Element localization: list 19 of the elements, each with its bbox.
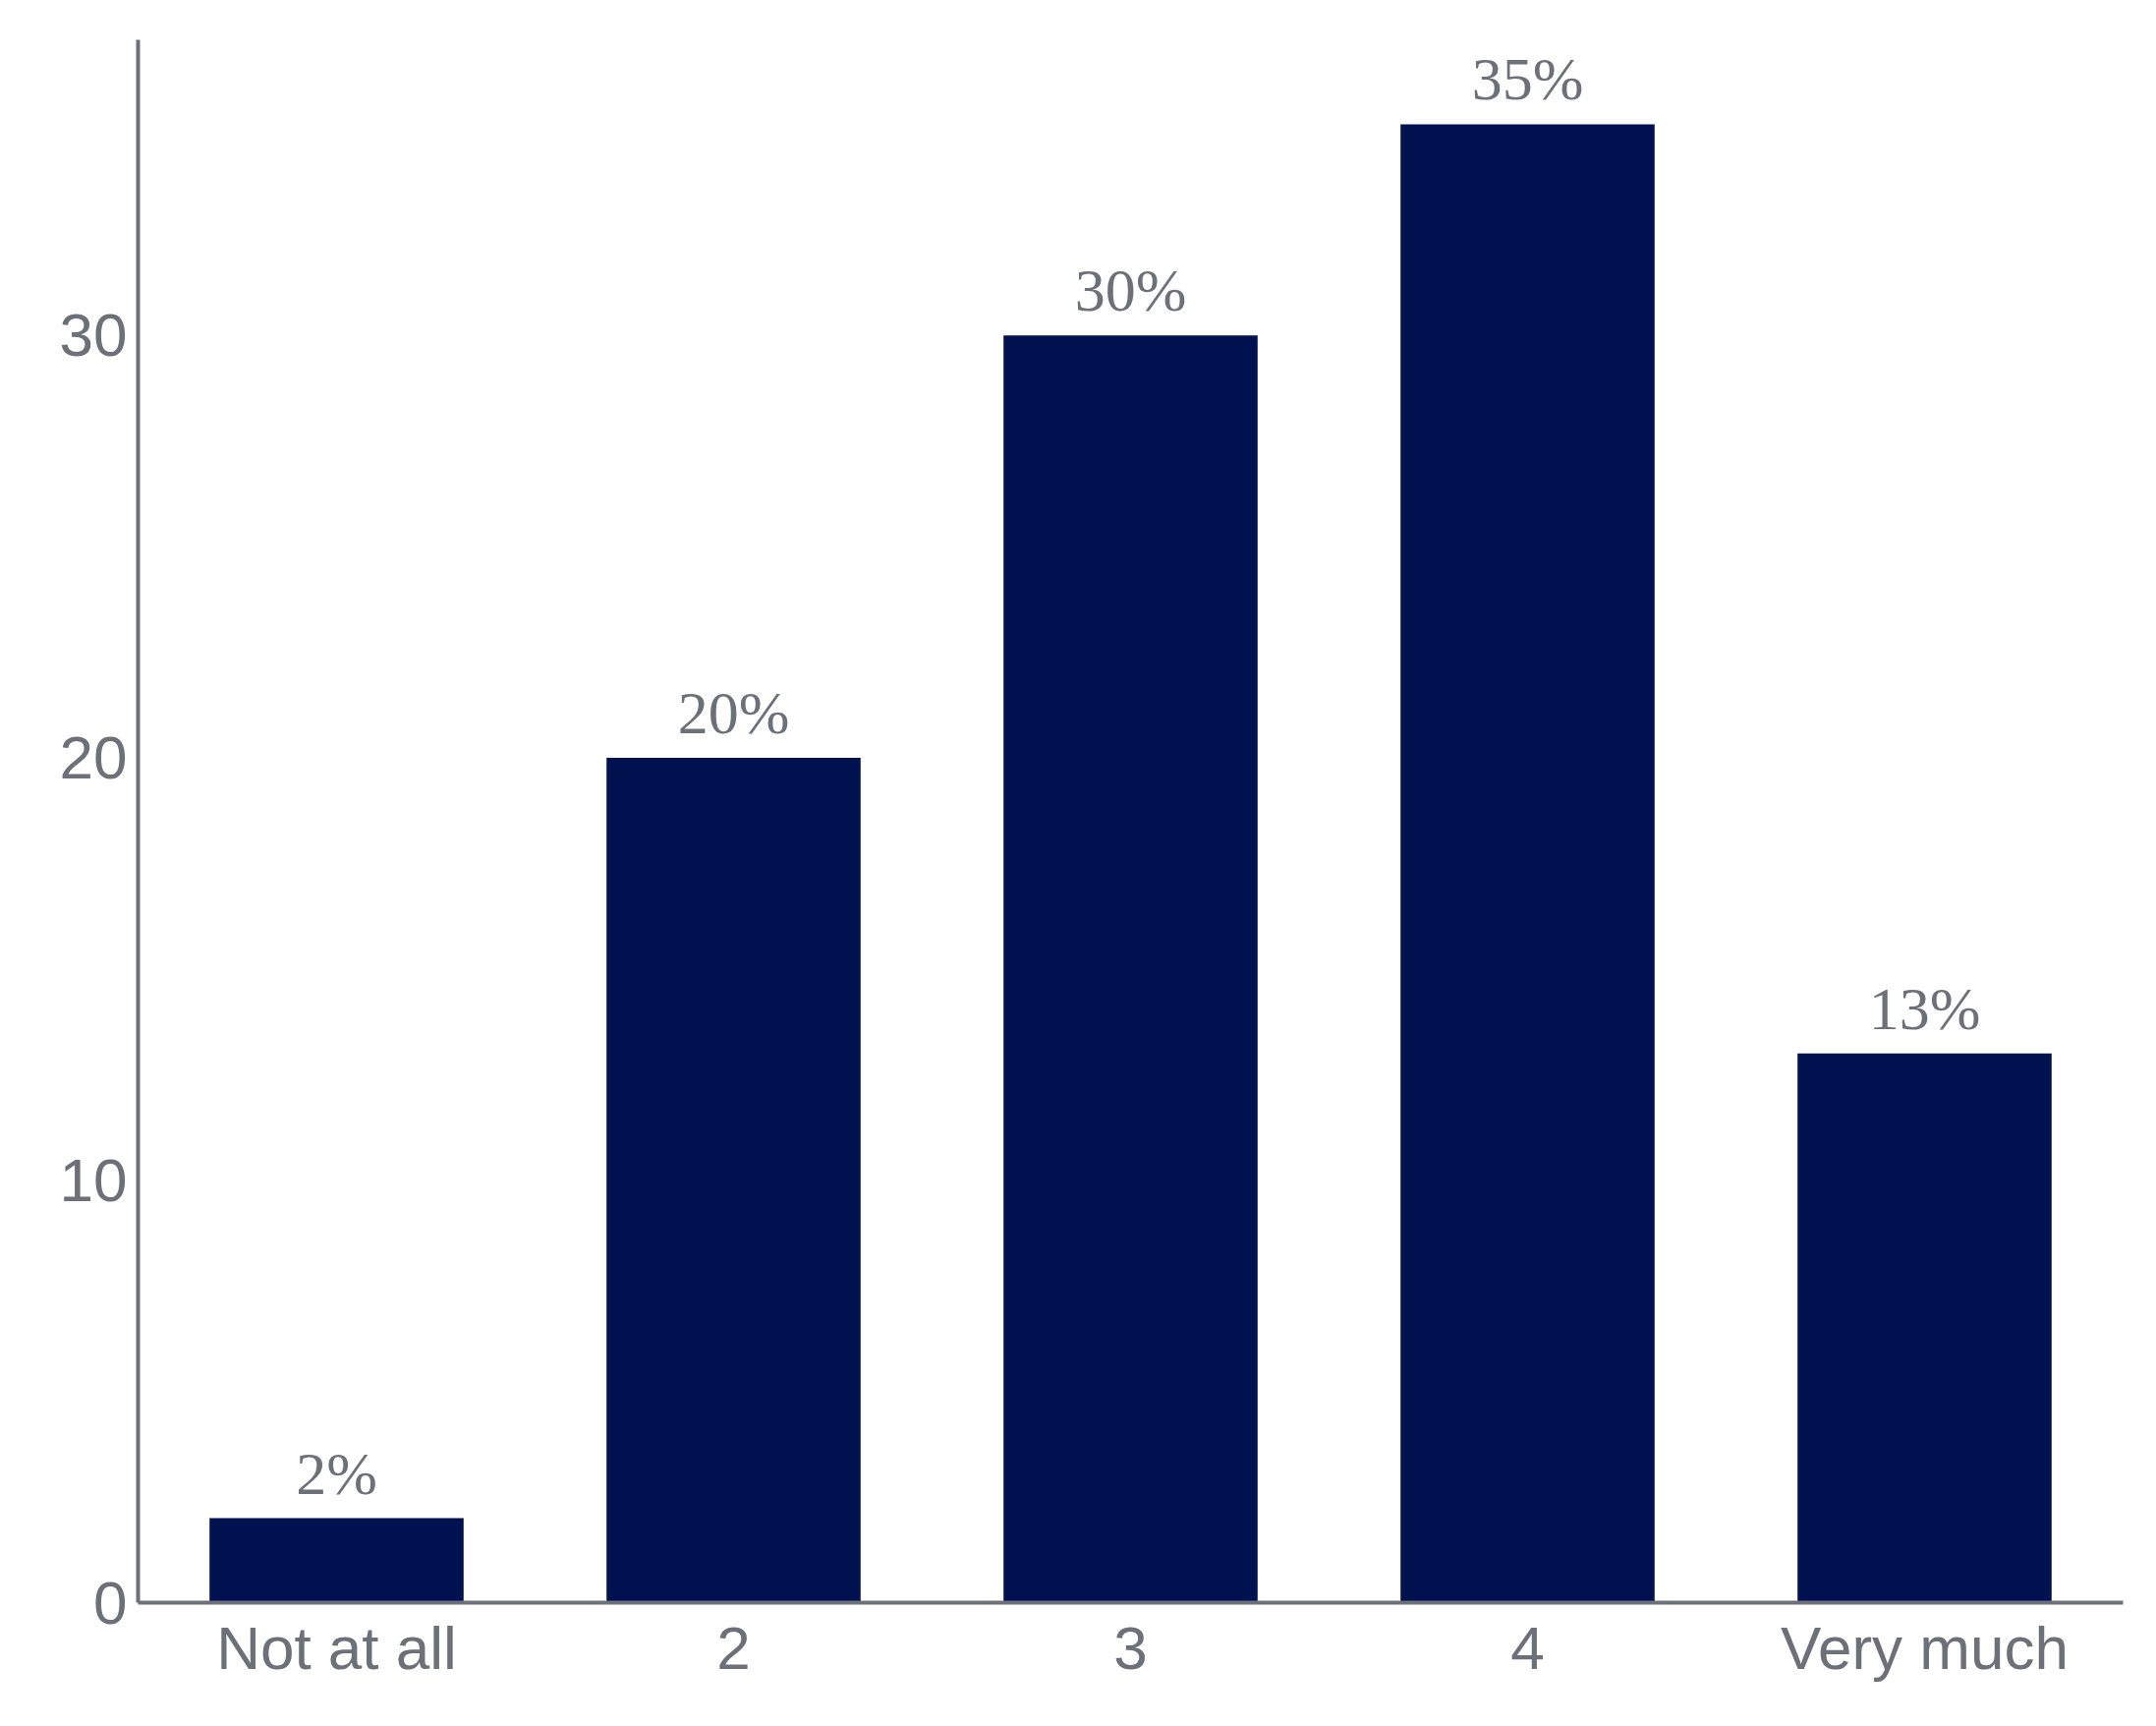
data-label: 20%: [677, 679, 790, 747]
x-tick-label: 2: [716, 1613, 751, 1682]
bar: [606, 758, 861, 1603]
data-label: 30%: [1074, 257, 1187, 324]
x-tick-label: 3: [1113, 1613, 1148, 1682]
x-tick-label: 4: [1510, 1613, 1545, 1682]
bar: [1003, 335, 1258, 1603]
y-tick-label: 10: [59, 1145, 128, 1214]
y-tick-label: 0: [93, 1568, 128, 1637]
data-label: 13%: [1868, 974, 1981, 1042]
data-label: 35%: [1471, 45, 1584, 113]
bar: [1400, 124, 1655, 1603]
y-tick-label: 30: [59, 301, 128, 370]
x-tick-label: Not at all: [216, 1613, 457, 1682]
bar: [209, 1518, 464, 1603]
data-label: 2%: [296, 1439, 377, 1507]
y-tick-label: 20: [59, 723, 128, 792]
bar: [1797, 1053, 2052, 1603]
x-tick-label: Very much: [1781, 1613, 2069, 1682]
